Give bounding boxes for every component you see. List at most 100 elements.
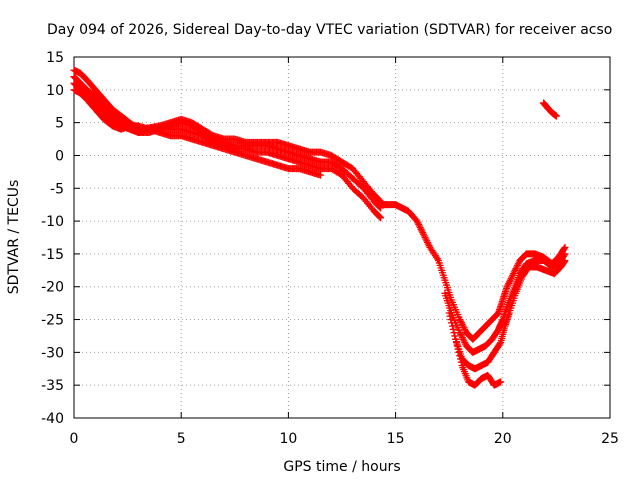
data-point [461, 325, 469, 333]
data-point [421, 234, 429, 241]
data-point [413, 217, 421, 225]
data-point [433, 255, 441, 263]
data-point [507, 275, 515, 283]
data-point [317, 171, 325, 179]
data-point [451, 332, 459, 340]
y-tick-label: -25 [41, 313, 64, 329]
data-point [453, 342, 461, 350]
data-point [510, 268, 518, 276]
series-track-1 [70, 66, 385, 205]
data-point [460, 324, 468, 332]
data-point [452, 339, 460, 347]
data-point [511, 266, 519, 274]
y-tick-label: -35 [41, 378, 64, 394]
data-point [418, 227, 426, 235]
data-point [552, 112, 560, 120]
data-point [561, 250, 569, 258]
data-point [457, 317, 465, 325]
data-point [419, 229, 427, 237]
x-tick-label: 5 [177, 431, 186, 447]
data-point [376, 197, 384, 205]
data-point [508, 273, 516, 281]
data-point [454, 345, 462, 353]
data-point [415, 220, 423, 228]
data-point [424, 240, 432, 248]
y-tick-label: -10 [41, 214, 64, 230]
data-point [417, 225, 425, 233]
series-track-9 [540, 99, 560, 120]
data-point [460, 337, 468, 345]
data-point [459, 322, 467, 330]
data-point [450, 329, 458, 337]
x-tick-label: 15 [387, 431, 405, 447]
data-point [504, 281, 512, 289]
data-point [420, 232, 428, 240]
grid [74, 57, 610, 418]
data-point [447, 316, 455, 324]
data-point [452, 335, 460, 343]
y-tick-label: -15 [41, 247, 64, 263]
series-track-5 [377, 201, 569, 343]
data-point [448, 322, 456, 330]
x-tick-label: 25 [601, 431, 619, 447]
data-point [423, 238, 431, 246]
data-point [449, 325, 457, 333]
data-point [560, 245, 568, 253]
y-tick-label: -5 [50, 181, 64, 197]
data-point [496, 340, 504, 348]
data-point [376, 213, 384, 221]
y-tick-label: 5 [55, 116, 64, 132]
data-point [375, 212, 383, 220]
data-point [455, 348, 463, 356]
data-point [456, 355, 464, 363]
chart-title: Day 094 of 2026, Sidereal Day-to-day VTE… [47, 22, 612, 38]
data-point [415, 222, 423, 230]
y-tick-label: 10 [46, 83, 64, 99]
y-tick-label: -20 [41, 280, 64, 296]
data-points [70, 66, 569, 389]
x-tick-label: 20 [494, 431, 512, 447]
series-track-8 [452, 335, 505, 389]
data-point [457, 358, 465, 366]
data-point [423, 237, 431, 245]
y-axis-label: SDTVAR / TECUs [6, 180, 22, 295]
series-track-7 [445, 256, 569, 373]
data-point [448, 319, 456, 327]
data-point [506, 278, 513, 286]
data-point [457, 330, 465, 338]
x-tick-label: 0 [70, 431, 79, 447]
data-point [456, 316, 464, 324]
data-point [377, 214, 385, 222]
data-point [458, 334, 466, 342]
data-point [416, 224, 424, 232]
data-point [512, 265, 520, 273]
x-tick-label: 10 [279, 431, 297, 447]
data-point [497, 378, 505, 386]
data-point [419, 230, 427, 238]
data-point [561, 256, 569, 264]
data-point [513, 263, 521, 271]
data-point [514, 261, 522, 269]
y-tick-label: 0 [55, 148, 64, 164]
data-point [510, 270, 518, 278]
data-point [445, 309, 453, 317]
data-point [505, 279, 513, 287]
data-point [456, 352, 464, 360]
series-track-2 [70, 73, 385, 212]
data-point [560, 251, 568, 259]
data-point [459, 335, 467, 343]
data-point [561, 243, 569, 251]
y-tick-label: -40 [41, 411, 64, 427]
data-point [509, 271, 517, 279]
data-point [503, 283, 511, 291]
data-point [514, 260, 522, 268]
y-tick-label: -30 [41, 345, 64, 361]
data-point [506, 276, 514, 284]
series-track-4 [70, 86, 325, 179]
data-point [414, 219, 422, 227]
plot-frame [73, 56, 611, 419]
data-point [458, 319, 466, 327]
data-point [375, 196, 383, 204]
data-point [422, 235, 430, 243]
